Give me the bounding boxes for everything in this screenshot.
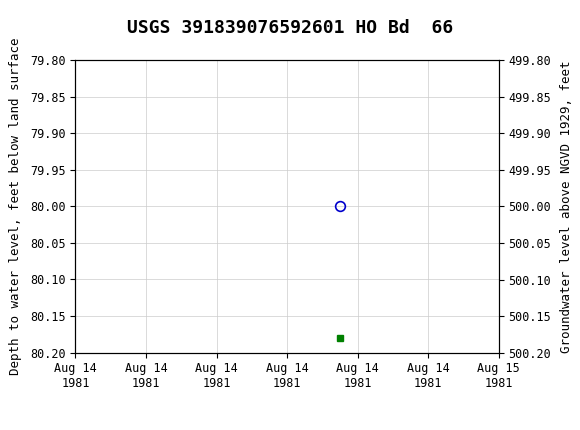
Text: ≡USGS: ≡USGS bbox=[12, 8, 88, 27]
Y-axis label: Groundwater level above NGVD 1929, feet: Groundwater level above NGVD 1929, feet bbox=[560, 60, 572, 353]
Y-axis label: Depth to water level, feet below land surface: Depth to water level, feet below land su… bbox=[9, 38, 21, 375]
Text: ≋: ≋ bbox=[2, 7, 15, 27]
Text: USGS 391839076592601 HO Bd  66: USGS 391839076592601 HO Bd 66 bbox=[127, 19, 453, 37]
Text: USGS: USGS bbox=[32, 8, 87, 26]
Bar bbox=[1, 2, 50, 33]
